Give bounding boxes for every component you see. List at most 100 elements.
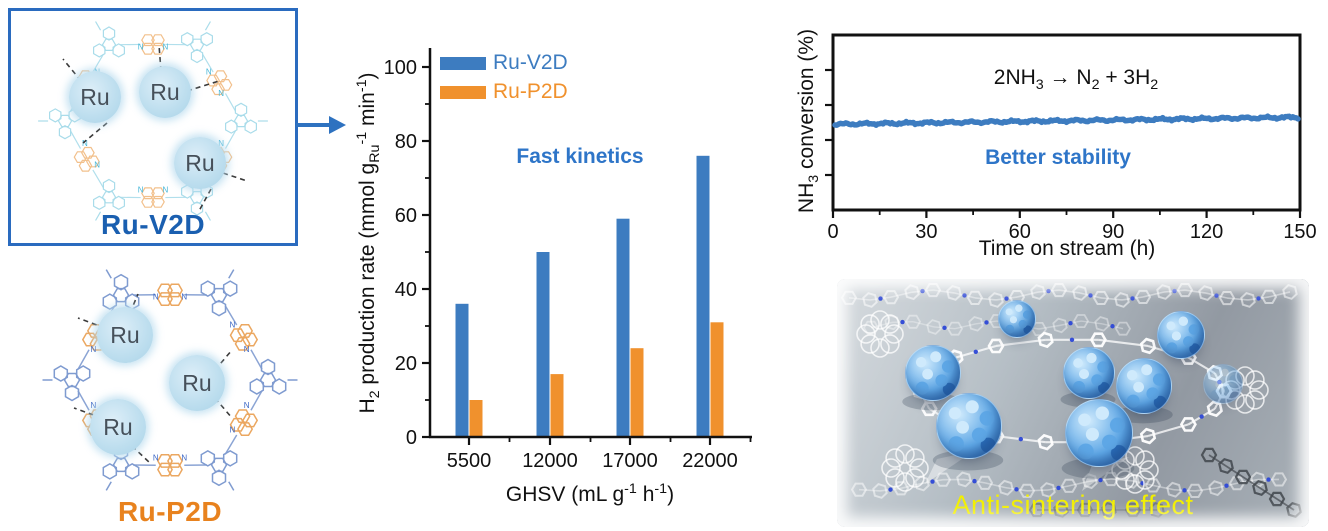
hexagon-ring bbox=[210, 287, 228, 303]
hexagon-ring bbox=[81, 146, 95, 159]
hexagon-ring bbox=[237, 323, 254, 338]
hexagon-ring bbox=[64, 384, 80, 402]
legend-swatch-ru-v2d bbox=[440, 56, 486, 70]
hexagon-ring bbox=[892, 481, 910, 496]
hexagon-ring bbox=[1053, 502, 1069, 518]
hexagon-ring bbox=[882, 290, 900, 305]
nanoparticle-cluster bbox=[1116, 358, 1172, 414]
bar-chart: 0 20 40 60 80 100 5500 12000 17000 22000 bbox=[384, 48, 752, 472]
line-chart-annotation: Better stability bbox=[985, 146, 1131, 169]
x-tick-label: 90 bbox=[1102, 221, 1124, 243]
bar-Ru-P2D-12000 bbox=[550, 374, 564, 437]
hexagon-ring bbox=[1156, 284, 1172, 300]
nanoparticle-cluster bbox=[1065, 399, 1133, 467]
hexagon-ring bbox=[141, 187, 155, 200]
hexagon-ring bbox=[862, 292, 878, 308]
hexagon-ring bbox=[222, 280, 238, 297]
nitrogen-label: N bbox=[153, 453, 159, 462]
nitrogen-label: N bbox=[90, 345, 96, 354]
empty-cage-ring bbox=[856, 324, 876, 344]
hexagon-ring bbox=[78, 159, 93, 172]
hexagon-ring bbox=[190, 201, 204, 216]
nitrogen-dot bbox=[972, 478, 977, 484]
framework-link bbox=[1242, 476, 1261, 489]
hexagon-ring bbox=[840, 290, 858, 305]
nitrogen-dot bbox=[942, 325, 947, 331]
nitrogen-label: N bbox=[244, 401, 250, 410]
hexagon-ring bbox=[1139, 427, 1157, 445]
hexagon-ring bbox=[259, 372, 277, 388]
empty-cage-ring bbox=[1139, 460, 1159, 480]
bar-chart-annotation: Fast kinetics bbox=[516, 145, 644, 168]
empty-cage-ring bbox=[1135, 470, 1155, 490]
hexagon-ring bbox=[210, 457, 228, 473]
empty-cage-ring bbox=[895, 444, 915, 464]
framework-link bbox=[1226, 297, 1249, 301]
hexagon-ring bbox=[200, 280, 216, 297]
framework-link bbox=[848, 297, 871, 301]
empty-cage-ring bbox=[885, 468, 905, 488]
hexagon-ring bbox=[1114, 291, 1130, 308]
nitrogen-label: N bbox=[162, 42, 168, 51]
framework-link bbox=[858, 488, 881, 492]
hexagon-ring bbox=[190, 48, 204, 64]
hexagon-ring bbox=[157, 283, 173, 298]
empty-cage-ring bbox=[1111, 460, 1131, 480]
nitrogen-dot bbox=[1266, 477, 1271, 482]
y-tick-label: 40 bbox=[395, 279, 417, 301]
framework-link bbox=[1058, 289, 1081, 294]
hexagon-ring bbox=[926, 319, 942, 335]
empty-cage-ring bbox=[860, 314, 880, 334]
hexagon-ring bbox=[211, 469, 227, 487]
bond-stub bbox=[95, 211, 102, 221]
empty-cage-ring bbox=[1135, 450, 1155, 470]
empty-cage-ring bbox=[1125, 446, 1145, 466]
y-tick-label: 60 bbox=[395, 205, 417, 227]
hexagon-ring bbox=[271, 378, 287, 395]
linker-bond bbox=[69, 130, 82, 149]
framework-link bbox=[1016, 291, 1039, 298]
hexagon-ring bbox=[968, 315, 984, 332]
hexagon-ring bbox=[1092, 290, 1110, 305]
hexagon-ring bbox=[1250, 471, 1266, 488]
empty-cage-ring bbox=[1245, 370, 1265, 390]
hexagon-ring bbox=[249, 378, 265, 395]
hexagon-ring bbox=[1139, 337, 1157, 355]
hexagon-ring bbox=[233, 114, 249, 128]
hexagon-ring bbox=[1037, 433, 1054, 451]
hexagon-ring bbox=[242, 332, 259, 347]
nitrogen-dot bbox=[1014, 487, 1019, 492]
nitrogen-label: N bbox=[181, 453, 187, 462]
hexagon-ring bbox=[260, 358, 276, 376]
x-tick-label: 22000 bbox=[682, 450, 738, 472]
legend-swatch-ru-p2d bbox=[440, 85, 486, 99]
nitrogen-dot bbox=[1018, 436, 1024, 442]
nitrogen-label: N bbox=[94, 160, 100, 169]
hexagon-ring bbox=[1102, 471, 1120, 487]
hexagon-ring bbox=[151, 34, 165, 47]
nitrogen-label: N bbox=[90, 401, 96, 410]
hexagon-ring bbox=[914, 475, 930, 492]
hexagon-ring bbox=[206, 74, 220, 87]
nitrogen-dot bbox=[1069, 337, 1075, 342]
nitrogen-label: N bbox=[162, 186, 168, 195]
hexagon-ring bbox=[956, 471, 972, 488]
framework-link bbox=[995, 338, 1046, 347]
bar-Ru-V2D-22000 bbox=[696, 155, 710, 438]
framework-link bbox=[1142, 291, 1165, 298]
hexagon-ring bbox=[1040, 482, 1056, 498]
linker-bond bbox=[224, 434, 238, 455]
hexagon-ring bbox=[1228, 476, 1246, 491]
nitrogen-dot bbox=[973, 349, 978, 354]
hexagon-ring bbox=[1268, 491, 1286, 507]
hexagon-ring bbox=[167, 462, 183, 477]
hexagon-ring bbox=[1114, 321, 1132, 336]
reaction-equation: 2NH3 → N2 + 3H2 bbox=[993, 66, 1159, 94]
hexagon-ring bbox=[211, 83, 225, 96]
hexagon-ring bbox=[987, 338, 1005, 354]
hexagon-ring bbox=[86, 155, 100, 168]
hexagon-ring bbox=[102, 463, 118, 480]
hexagon-ring bbox=[946, 321, 964, 336]
nanoparticle-cluster bbox=[1063, 347, 1115, 399]
hexagon-ring bbox=[113, 273, 129, 291]
